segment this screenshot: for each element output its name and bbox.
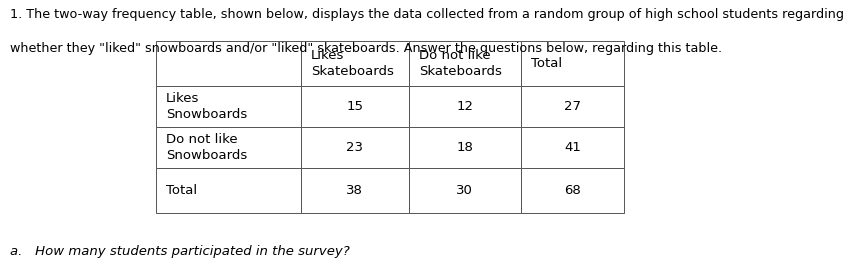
Bar xyxy=(301,86,409,127)
Text: 68: 68 xyxy=(564,184,581,197)
Bar xyxy=(521,168,624,213)
Text: Do not like
Snowboards: Do not like Snowboards xyxy=(166,133,247,162)
Bar xyxy=(301,127,409,168)
Text: 27: 27 xyxy=(564,100,581,113)
Bar xyxy=(301,168,409,213)
Text: 12: 12 xyxy=(456,100,473,113)
Text: 1. The two-way frequency table, shown below, displays the data collected from a : 1. The two-way frequency table, shown be… xyxy=(10,8,843,21)
Text: Total: Total xyxy=(166,184,197,197)
Text: Likes
Skateboards: Likes Skateboards xyxy=(311,49,394,78)
Text: 15: 15 xyxy=(346,100,363,113)
Text: 41: 41 xyxy=(564,141,581,154)
Text: whether they "liked" snowboards and/or "liked" skateboards. Answer the questions: whether they "liked" snowboards and/or "… xyxy=(10,42,722,55)
Bar xyxy=(521,127,624,168)
Bar xyxy=(156,41,301,86)
Bar xyxy=(409,168,521,213)
Bar xyxy=(409,41,521,86)
Bar xyxy=(156,127,301,168)
Bar xyxy=(521,86,624,127)
Text: Likes
Snowboards: Likes Snowboards xyxy=(166,92,247,121)
Text: Do not like
Skateboards: Do not like Skateboards xyxy=(419,49,502,78)
Bar xyxy=(409,127,521,168)
Text: 18: 18 xyxy=(456,141,473,154)
Bar xyxy=(521,41,624,86)
Bar xyxy=(156,168,301,213)
Bar xyxy=(156,86,301,127)
Bar xyxy=(301,41,409,86)
Text: 38: 38 xyxy=(346,184,363,197)
Bar xyxy=(409,86,521,127)
Text: 30: 30 xyxy=(456,184,473,197)
Text: Total: Total xyxy=(531,57,562,70)
Text: 23: 23 xyxy=(346,141,363,154)
Text: a.   How many students participated in the survey?: a. How many students participated in the… xyxy=(10,245,350,258)
